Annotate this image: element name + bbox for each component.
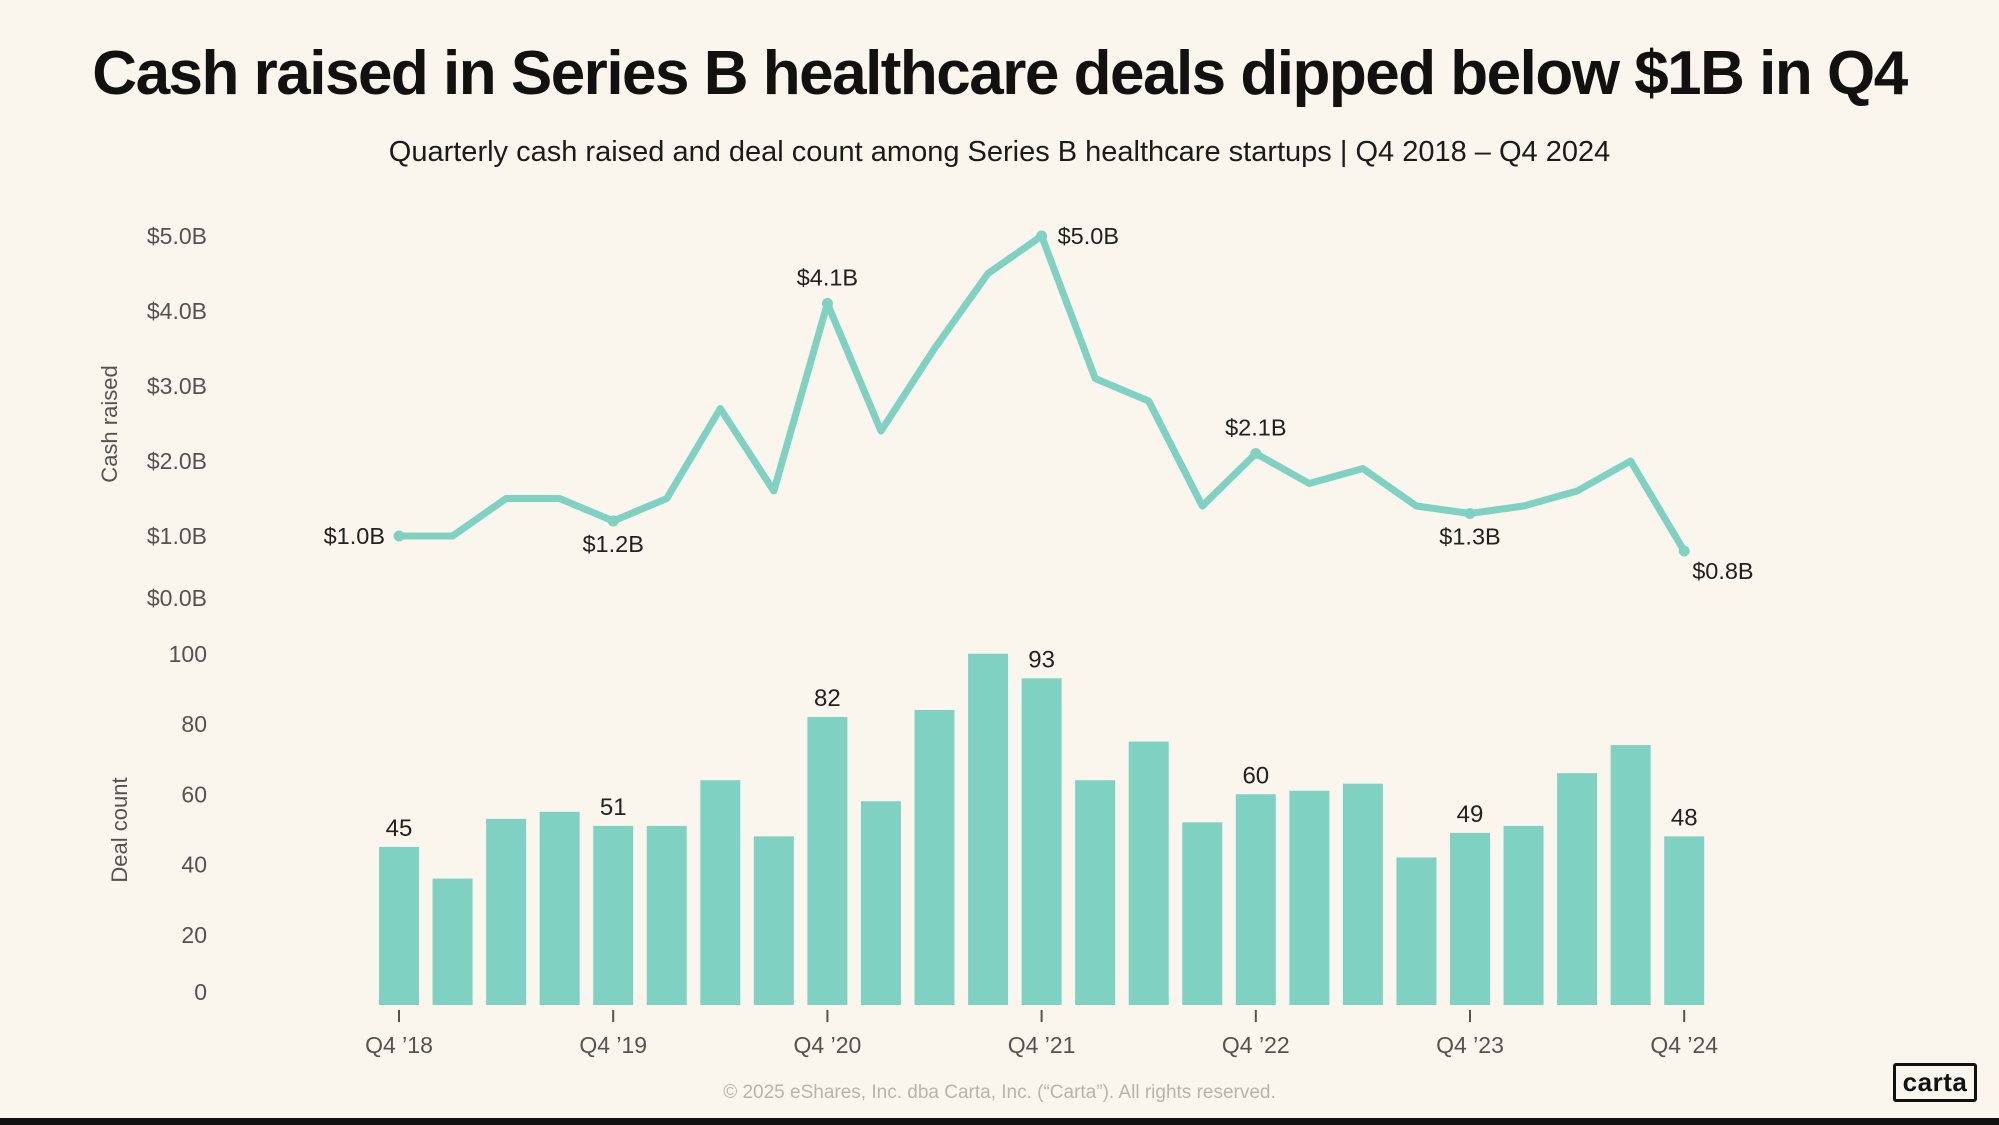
bar-q4-22[interactable] <box>1235 794 1276 1005</box>
bar-q2-21[interactable] <box>914 709 955 1005</box>
line-point-label-q4-18: $1.0B <box>324 523 385 549</box>
bar-q2-19[interactable] <box>486 818 527 1005</box>
bar-q3-20[interactable] <box>753 836 794 1005</box>
bar-q2-20[interactable] <box>700 780 741 1005</box>
line-point-q4-22[interactable] <box>1250 448 1262 459</box>
bar-q2-24[interactable] <box>1557 773 1598 1005</box>
bar-q3-22[interactable] <box>1182 822 1223 1005</box>
bar-q4-24[interactable] <box>1664 836 1705 1005</box>
line-point-label-q4-24: $0.8B <box>1692 558 1753 584</box>
bar-value-label-q4-18: 45 <box>386 815 413 842</box>
x-axis-label-q4-19: Q4 ’19 <box>579 1032 647 1058</box>
cash-axis-tick-5b: $5.0B <box>147 223 207 249</box>
x-axis-label-q4-20: Q4 ’20 <box>794 1032 862 1058</box>
line-point-label-q4-22: $2.1B <box>1225 415 1286 441</box>
line-point-q4-20[interactable] <box>821 298 833 309</box>
bar-q2-23[interactable] <box>1342 783 1383 1005</box>
cash-raised-line[interactable] <box>395 232 1688 555</box>
deal-axis-tick-60: 60 <box>181 781 207 807</box>
bar-q4-19[interactable] <box>593 825 634 1005</box>
line-point-q4-19[interactable] <box>607 515 619 527</box>
bar-q3-19[interactable] <box>539 811 580 1005</box>
x-axis-label-q4-21: Q4 ’21 <box>1008 1032 1076 1058</box>
bar-q3-24[interactable] <box>1610 745 1651 1005</box>
line-point-label-q4-23: $1.3B <box>1439 524 1500 550</box>
carta-logo-text: carta <box>1902 1067 1968 1097</box>
cash-axis-tick-1b: $1.0B <box>147 523 207 549</box>
line-point-label-q4-19: $1.2B <box>582 531 643 557</box>
cash-axis-tick-0b: $0.0B <box>147 585 207 611</box>
bar-q1-20[interactable] <box>646 825 687 1005</box>
bottom-rule <box>0 1118 1999 1125</box>
bar-value-label-q4-22: 60 <box>1242 762 1269 789</box>
bar-q4-18[interactable] <box>379 846 419 1005</box>
bar-q3-21[interactable] <box>968 653 1009 1005</box>
x-axis-label-q4-22: Q4 ’22 <box>1222 1032 1290 1058</box>
bar-q4-20[interactable] <box>807 716 848 1005</box>
line-point-q4-23[interactable] <box>1464 508 1476 519</box>
bar-value-label-q4-20: 82 <box>814 685 841 712</box>
bar-q1-22[interactable] <box>1075 780 1116 1005</box>
bar-q1-23[interactable] <box>1289 790 1330 1005</box>
line-point-q4-24[interactable] <box>1678 545 1690 557</box>
cash-axis-tick-2b: $2.0B <box>147 448 207 474</box>
cash-axis-tick-4b: $4.0B <box>147 298 207 324</box>
deal-axis-tick-100: 100 <box>169 641 207 667</box>
bar-q2-22[interactable] <box>1128 741 1169 1005</box>
carta-logo: carta <box>1893 1063 1977 1102</box>
bar-q3-23[interactable] <box>1396 857 1437 1005</box>
cash-axis-tick-3b: $3.0B <box>147 373 207 399</box>
cash-raised-axis-label: Cash raised <box>97 365 122 482</box>
line-point-q4-18[interactable] <box>393 530 405 542</box>
x-axis-label-q4-24: Q4 ’24 <box>1650 1032 1718 1058</box>
deal-count-axis-label: Deal count <box>107 777 132 882</box>
x-axis-label-q4-23: Q4 ’23 <box>1436 1032 1504 1058</box>
bar-q1-19[interactable] <box>432 878 473 1005</box>
x-axis-label-q4-18: Q4 ’18 <box>365 1032 433 1058</box>
line-point-q4-21[interactable] <box>1036 230 1048 242</box>
deal-axis-tick-0: 0 <box>194 979 207 1005</box>
footer-copyright: © 2025 eShares, Inc. dba Carta, Inc. (“C… <box>723 1082 1276 1103</box>
page-subtitle: Quarterly cash raised and deal count amo… <box>388 136 1611 168</box>
bar-value-label-q4-21: 93 <box>1028 646 1055 673</box>
bar-value-label-q4-23: 49 <box>1457 801 1484 828</box>
deal-axis-tick-80: 80 <box>181 711 207 737</box>
page-title: Cash raised in Series B healthcare deals… <box>92 39 1908 108</box>
deal-axis-tick-20: 20 <box>181 922 207 948</box>
bar-value-label-q4-24: 48 <box>1671 804 1698 831</box>
deal-axis-tick-40: 40 <box>181 852 207 878</box>
line-point-label-q4-21: $5.0B <box>1058 223 1119 249</box>
bar-q4-21[interactable] <box>1021 678 1062 1005</box>
bar-q4-23[interactable] <box>1450 832 1490 1005</box>
bar-q1-24[interactable] <box>1503 825 1544 1005</box>
line-point-label-q4-20: $4.1B <box>797 265 858 291</box>
bar-q1-21[interactable] <box>860 801 901 1005</box>
bar-value-label-q4-19: 51 <box>600 794 627 821</box>
